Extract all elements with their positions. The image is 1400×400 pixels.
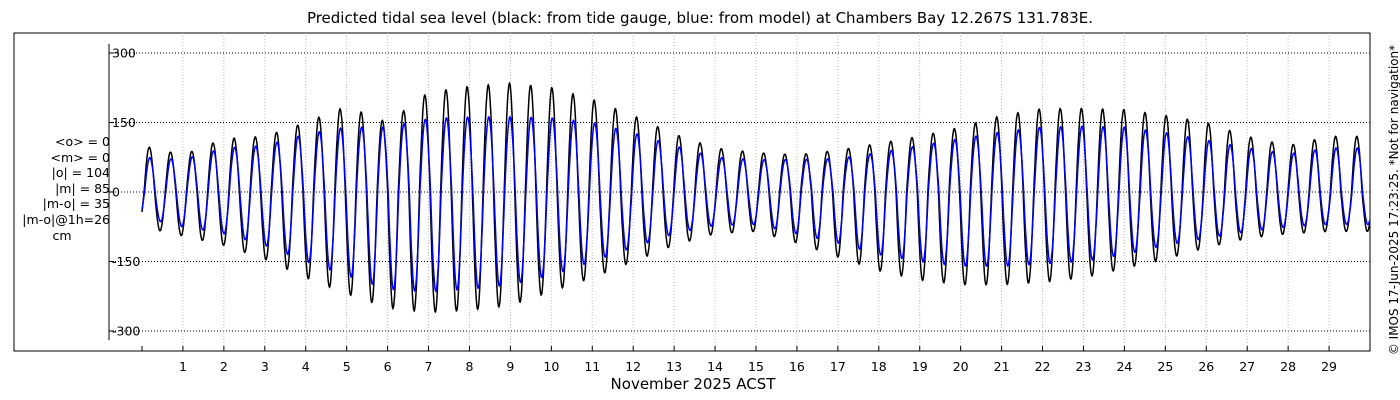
x-tick-label: 26 xyxy=(1198,359,1214,374)
series-lines xyxy=(141,81,1371,313)
y-axis: 300 150 0 -150 -300 xyxy=(108,43,140,341)
x-tick-label: 25 xyxy=(1157,359,1173,374)
y-tick-label: 0 xyxy=(112,185,120,200)
stat-abs-observed: |o| = 104 xyxy=(51,165,110,181)
statistics-panel: <o> = 0 <m> = 0 |o| = 104 |m| = 85 |m-o|… xyxy=(14,134,110,243)
x-axis-label: November 2025 ACST xyxy=(610,375,776,393)
x-tick-label: 9 xyxy=(506,359,514,374)
x-tick-label: 21 xyxy=(994,359,1010,374)
x-tick-label: 3 xyxy=(261,359,269,374)
series-line xyxy=(141,115,1371,293)
x-tick-label: 8 xyxy=(465,359,473,374)
x-tick-label: 29 xyxy=(1321,359,1337,374)
stat-mean-model: <m> = 0 xyxy=(50,149,111,165)
stat-abs-diff: |m-o| = 35 xyxy=(42,196,110,212)
x-tick-label: 10 xyxy=(543,359,559,374)
x-tick-label: 1 xyxy=(179,359,187,374)
x-tick-label: 28 xyxy=(1280,359,1296,374)
x-tick-label: 4 xyxy=(302,359,310,374)
x-tick-label: 20 xyxy=(953,359,969,374)
x-tick-label: 12 xyxy=(625,359,641,374)
x-tick-label: 18 xyxy=(871,359,887,374)
stat-abs-diff-1h: |m-o|@1h=26 xyxy=(22,211,110,227)
x-tick-label: 13 xyxy=(666,359,682,374)
credit-note: © IMOS 17-Jun-2025 17:23:25. *Not for na… xyxy=(1387,44,1400,356)
x-tick-label: 17 xyxy=(830,359,846,374)
grid-lines xyxy=(109,33,1370,351)
x-tick-label: 16 xyxy=(789,359,805,374)
x-tick-label: 24 xyxy=(1116,359,1132,374)
x-tick-label: 7 xyxy=(425,359,433,374)
x-tick-label: 23 xyxy=(1076,359,1092,374)
x-tick-label: 19 xyxy=(912,359,928,374)
y-tick-label: -300 xyxy=(112,323,140,338)
x-tick-label: 5 xyxy=(343,359,351,374)
x-tick-label: 15 xyxy=(748,359,764,374)
chart-title: Predicted tidal sea level (black: from t… xyxy=(306,9,1094,27)
stat-abs-model: |m| = 85 xyxy=(55,180,110,196)
x-axis: 1 2 3 4 5 6 7 8 9 10 11 12 13 14 15 16 17 18 19 20 21 22 23 24 2… xyxy=(141,346,1371,374)
x-tick-label: 14 xyxy=(707,359,723,374)
x-tick-label: 6 xyxy=(384,359,392,374)
y-tick-label: -150 xyxy=(112,254,140,269)
y-tick-label: 150 xyxy=(112,115,136,130)
x-tick-label: 2 xyxy=(220,359,228,374)
stat-units: cm xyxy=(52,227,72,243)
y-tick-label: 300 xyxy=(112,46,136,61)
stat-mean-observed: <o> = 0 xyxy=(55,134,110,149)
x-tick-label: 22 xyxy=(1035,359,1051,374)
x-tick-label: 27 xyxy=(1239,359,1255,374)
x-tick-label: 11 xyxy=(584,359,600,374)
